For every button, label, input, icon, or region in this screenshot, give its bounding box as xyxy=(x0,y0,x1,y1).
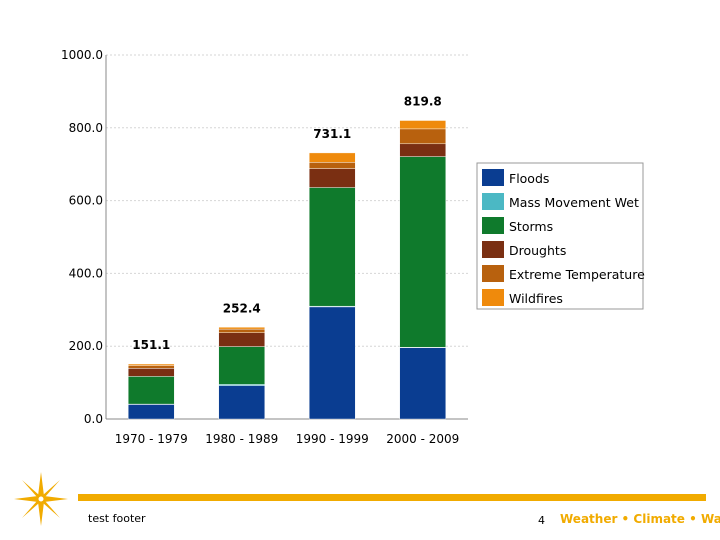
page-number: 4 xyxy=(538,514,545,527)
bar-segment-2-3 xyxy=(309,168,356,188)
legend-label-4: Extreme Temperature xyxy=(509,267,645,282)
legend-swatch-2 xyxy=(482,217,504,234)
y-tick-label-4: 800.0 xyxy=(69,121,103,135)
total-label-2: 731.1 xyxy=(313,127,351,141)
bar-segment-0-0 xyxy=(128,404,175,420)
total-labels: 151.1 252.4 731.1 819.8 xyxy=(132,95,441,353)
footer-accent-bar xyxy=(78,494,706,501)
bar-segment-3-4 xyxy=(399,128,446,145)
legend: Floods Mass Movement Wet Storms Droughts Ext… xyxy=(476,162,645,310)
legend-label-5: Wildfires xyxy=(509,291,563,306)
x-category-label-1: 1980 - 1989 xyxy=(205,432,278,446)
legend-swatch-1 xyxy=(482,193,504,210)
bar-segment-1-0 xyxy=(218,385,265,420)
legend-label-0: Floods xyxy=(509,171,549,186)
legend-swatch-3 xyxy=(482,241,504,258)
bar-segment-1-3 xyxy=(218,332,265,347)
brand-tagline: Weather • Climate • Water xyxy=(560,512,720,526)
total-label-3: 819.8 xyxy=(404,95,442,109)
bar-segment-0-4 xyxy=(128,365,175,369)
total-label-1: 252.4 xyxy=(223,301,261,315)
x-category-label-3: 2000 - 2009 xyxy=(386,432,459,446)
bar-segment-2-5 xyxy=(309,152,356,163)
bar-segment-0-2 xyxy=(128,376,175,405)
stacked-bar-chart: 0.0 200.0 400.0 600.0 800.0 1000.0 1970 - 197… xyxy=(61,48,645,446)
bar-segment-1-5 xyxy=(218,327,265,330)
bars xyxy=(128,120,446,420)
bar-segment-3-5 xyxy=(399,120,446,130)
footer-text: test footer xyxy=(88,512,146,525)
bar-segment-2-2 xyxy=(309,187,356,307)
x-category-label-2: 1990 - 1999 xyxy=(296,432,369,446)
y-tick-label-0: 0.0 xyxy=(84,412,103,426)
legend-label-2: Storms xyxy=(509,219,553,234)
bar-segment-0-3 xyxy=(128,368,175,377)
x-category-labels: 1970 - 1979 1980 - 1989 1990 - 1999 2000 - … xyxy=(115,432,460,446)
legend-swatch-5 xyxy=(482,289,504,306)
bar-segment-0-5 xyxy=(128,363,175,366)
total-label-0: 151.1 xyxy=(132,338,170,352)
compass-star-logo xyxy=(14,472,68,526)
legend-box xyxy=(476,162,644,310)
legend-swatch-4 xyxy=(482,265,504,282)
y-tick-label-5: 1000.0 xyxy=(61,48,103,62)
y-tick-label-3: 600.0 xyxy=(69,194,103,208)
legend-label-1: Mass Movement Wet xyxy=(509,195,639,210)
y-tick-label-1: 200.0 xyxy=(69,339,103,353)
legend-label-3: Droughts xyxy=(509,243,566,258)
bar-segment-1-2 xyxy=(218,346,265,385)
y-tick-label-2: 400.0 xyxy=(69,266,103,280)
bar-segment-3-0 xyxy=(399,347,446,420)
bar-segment-2-4 xyxy=(309,162,356,169)
bar-segment-1-4 xyxy=(218,328,265,333)
bar-segment-3-3 xyxy=(399,143,446,157)
y-tick-labels: 0.0 200.0 400.0 600.0 800.0 1000.0 xyxy=(61,48,103,426)
bar-segment-2-0 xyxy=(309,306,356,420)
legend-swatch-0 xyxy=(482,169,504,186)
x-category-label-0: 1970 - 1979 xyxy=(115,432,188,446)
bar-segment-3-2 xyxy=(399,156,446,348)
